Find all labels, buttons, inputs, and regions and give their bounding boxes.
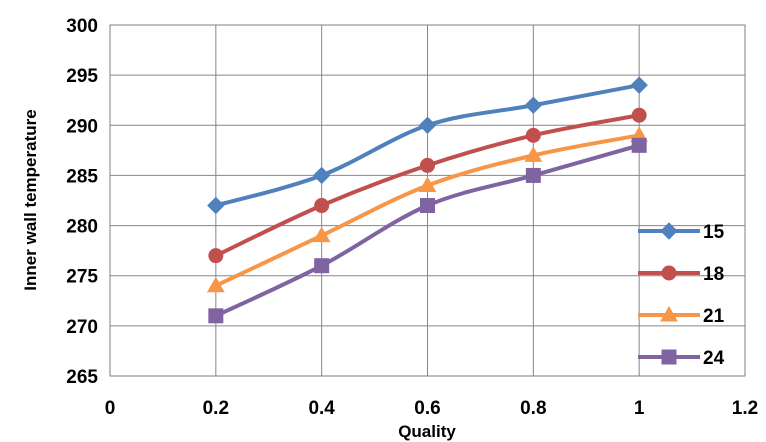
plot-area-frame	[109, 24, 746, 377]
legend-marker	[661, 265, 677, 281]
data-point-21	[418, 176, 437, 192]
x-tick-label: 0.4	[308, 398, 335, 419]
series-15	[207, 76, 648, 215]
y-axis-title: Inner wall temperature	[21, 109, 40, 290]
y-tick-label: 275	[66, 267, 98, 288]
y-tick-label: 290	[66, 116, 98, 137]
legend-item-18: 18	[638, 264, 724, 285]
legend-marker	[661, 349, 677, 365]
legend-item-21: 21	[638, 305, 725, 327]
legend-label: 18	[703, 264, 724, 285]
x-tick-label: 1.2	[732, 398, 758, 419]
x-tick-label: 1	[634, 398, 645, 419]
series-group	[206, 76, 649, 324]
data-point-15	[207, 196, 225, 215]
data-point-24	[208, 308, 224, 324]
data-point-15	[312, 166, 331, 185]
x-axis-title: Quality	[398, 422, 456, 441]
legend: 15 18 21 24	[638, 222, 725, 369]
legend-label: 24	[703, 348, 725, 369]
data-point-24	[314, 258, 330, 274]
data-point-24	[420, 198, 435, 214]
y-tick-label: 295	[66, 66, 98, 87]
data-point-21	[312, 226, 331, 243]
data-point-21	[524, 146, 543, 162]
legend-item-15: 15	[638, 222, 725, 243]
series-18	[208, 107, 647, 264]
data-point-18	[631, 107, 647, 123]
legend-item-24: 24	[638, 348, 725, 369]
y-axis-ticks: 265 270 275 280 285 290 295 300	[66, 16, 98, 388]
y-tick-label: 280	[66, 217, 98, 238]
x-tick-label: 0	[105, 398, 116, 419]
y-tick-label: 270	[66, 317, 98, 338]
y-tick-label: 300	[66, 16, 98, 37]
x-tick-label: 0.6	[414, 398, 440, 419]
x-tick-label: 0.8	[520, 398, 546, 419]
y-tick-label: 265	[66, 367, 98, 388]
data-point-18	[314, 198, 330, 214]
data-point-18	[420, 157, 435, 173]
legend-marker	[660, 305, 678, 322]
data-point-15	[418, 116, 437, 134]
y-tick-label: 285	[66, 166, 98, 187]
data-point-15	[524, 96, 543, 114]
data-point-15	[630, 76, 648, 94]
data-point-24	[631, 137, 647, 153]
data-point-24	[525, 167, 541, 183]
x-axis-ticks: 0 0.2 0.4 0.6 0.8 1 1.2	[105, 398, 759, 419]
data-point-18	[525, 127, 541, 143]
x-tick-label: 0.2	[203, 398, 229, 419]
data-point-18	[208, 248, 224, 264]
series-24	[208, 137, 647, 324]
legend-label: 15	[703, 222, 725, 243]
legend-marker	[660, 222, 678, 240]
data-point-21	[206, 276, 225, 293]
series-21	[206, 126, 649, 293]
legend-label: 21	[703, 306, 725, 327]
